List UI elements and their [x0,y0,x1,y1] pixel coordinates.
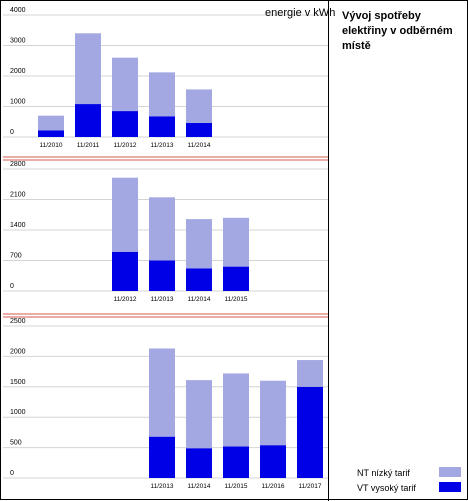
unit-label: energie v kWh [265,7,336,19]
bar-vt [38,130,64,137]
y-tick-label: 0 [10,283,14,290]
y-tick-label: 2000 [10,348,26,355]
bar-nt [260,380,286,446]
bar-nt [223,217,249,267]
y-tick-label: 1000 [10,99,26,106]
x-tick-label: 11/2014 [187,296,210,303]
y-tick-label: 700 [10,253,22,260]
y-tick-label: 2100 [10,192,26,199]
y-tick-label: 1000 [10,409,26,416]
bar-nt [297,360,323,387]
legend-swatch-nt [439,467,461,477]
y-tick-label: 0 [10,470,14,477]
bar-vt [149,260,175,291]
x-tick-label: 11/2011 [77,142,100,149]
bar-nt [149,197,175,261]
bar-vt [112,111,138,137]
bar-vt [75,104,101,137]
x-tick-label: 11/2015 [224,296,247,303]
bar-nt [186,380,212,449]
y-tick-label: 500 [10,440,22,447]
x-tick-label: 11/2014 [187,142,210,149]
x-tick-label: 11/2014 [187,483,210,490]
bar-nt [223,373,249,447]
y-tick-label: 0 [10,129,14,136]
x-tick-label: 11/2013 [150,296,173,303]
bar-nt [38,115,64,131]
bar-vt [112,251,138,291]
y-tick-label: 1400 [10,222,26,229]
y-tick-label: 1500 [10,379,26,386]
bar-nt [112,57,138,112]
bar-nt [186,219,212,269]
bar-vt [149,116,175,137]
bar-vt [186,268,212,291]
bar-vt [149,436,175,478]
legend-label-vt: VT vysoký tarif [357,483,416,493]
bar-nt [149,348,175,437]
x-tick-label: 11/2010 [39,142,62,149]
y-tick-label: 4000 [10,7,26,14]
bar-nt [112,177,138,252]
bar-nt [186,89,212,123]
legend-swatch-vt [439,482,461,492]
bar-vt [223,266,249,291]
bar-vt [223,446,249,478]
bar-nt [149,72,175,117]
bar-vt [186,122,212,137]
y-tick-label: 2800 [10,161,26,168]
x-tick-label: 11/2012 [113,142,136,149]
chart-title: Vývoj spotřeby elektřiny v odběrném míst… [342,10,453,52]
legend-label-nt: NT nízký tarif [357,468,410,478]
y-tick-label: 2500 [10,318,26,325]
bar-vt [260,445,286,478]
x-tick-label: 11/2013 [150,142,173,149]
bar-nt [75,33,101,105]
x-tick-label: 11/2012 [113,296,136,303]
bar-vt [297,386,323,478]
x-tick-label: 11/2015 [224,483,247,490]
y-tick-label: 2000 [10,68,26,75]
bar-vt [186,448,212,478]
x-tick-label: 11/2016 [261,483,284,490]
panel-divider [328,1,329,501]
x-tick-label: 11/2017 [298,483,321,490]
y-tick-label: 3000 [10,38,26,45]
x-tick-label: 11/2013 [150,483,173,490]
